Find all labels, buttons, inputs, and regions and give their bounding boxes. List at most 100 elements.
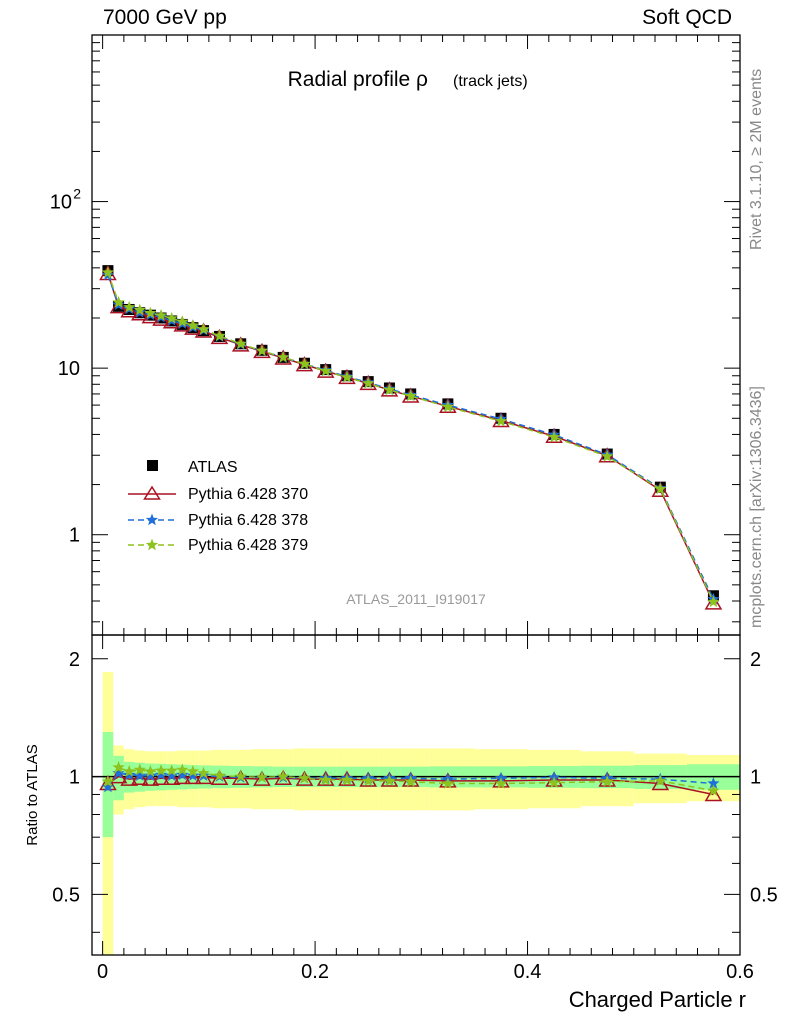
ratio-point-1-1 <box>112 766 125 779</box>
main-point-3-19 <box>404 389 417 402</box>
ratio-point-2-7 <box>176 763 189 776</box>
ratio-point-0-23 <box>598 771 617 787</box>
legend-label-atlas: ATLAS <box>188 459 238 476</box>
watermark: ATLAS_2011_I919017 <box>346 591 486 607</box>
ratio-point-2-22 <box>547 776 561 788</box>
main-point-1-24 <box>651 481 670 497</box>
ratio-point-2-13 <box>277 770 290 782</box>
ratio-point-2-19 <box>404 775 417 787</box>
main-point-3-10 <box>213 329 226 342</box>
main-point-1-13 <box>274 349 293 365</box>
ratio-point-2-2 <box>123 765 136 777</box>
y-tick-label-ratio-right: 0.5 <box>750 884 778 906</box>
ratio-point-2-25 <box>707 784 720 796</box>
main-point-3-12 <box>255 344 269 357</box>
ratio-point-2-23 <box>601 775 614 787</box>
main-point-3-17 <box>362 376 375 389</box>
ratio-point-2-0 <box>101 775 115 787</box>
ratio-point-1-25 <box>707 777 720 789</box>
ratio-point-2-12 <box>255 770 269 783</box>
x-tick-label: 0.4 <box>514 961 542 983</box>
ratio-point-2-1 <box>112 761 125 773</box>
ratio-point-0-10 <box>210 769 229 786</box>
legend-marker-379 <box>145 538 159 551</box>
main-point-3-8 <box>186 319 200 331</box>
y-tick-label-ratio: 0.5 <box>52 884 80 906</box>
ratio-point-1-3 <box>133 769 146 781</box>
ratio-point-0-1 <box>109 768 128 784</box>
legend-label-378: Pythia 6.428 378 <box>188 512 308 529</box>
legend-label-379: Pythia 6.428 379 <box>188 537 308 554</box>
main-title-suffix: (track jets) <box>453 73 528 90</box>
ratio-point-2-11 <box>234 770 247 782</box>
main-point-3-18 <box>383 383 396 396</box>
ratio-point-2-3 <box>133 763 146 776</box>
y-tick-label-ratio-right: 2 <box>750 649 761 671</box>
main-point-3-23 <box>601 450 614 462</box>
main-point-3-7 <box>176 315 189 327</box>
legend-star-379 <box>145 538 159 551</box>
ratio-point-0-12 <box>253 770 271 786</box>
main-series <box>99 264 723 610</box>
ratio-point-0-19 <box>401 771 420 787</box>
ratio-point-1-8 <box>186 769 200 781</box>
y-tick-label-main: 1 <box>69 525 80 547</box>
main-point-3-9 <box>197 322 210 335</box>
y-tick-label-ratio-right: 1 <box>750 767 761 789</box>
ratio-point-0-8 <box>184 768 202 785</box>
ratio-point-0-9 <box>194 768 213 785</box>
ratio-point-1-0 <box>101 780 115 793</box>
ratio-point-0-22 <box>545 771 563 787</box>
ratio-point-0-21 <box>492 772 510 788</box>
ratio-point-0-6 <box>162 769 181 786</box>
legend-marker-378 <box>145 513 159 526</box>
ratio-point-0-24 <box>651 775 670 791</box>
y-tick-label-ratio: 2 <box>69 649 80 671</box>
x-tick-label: 0.2 <box>301 961 329 983</box>
main-point-3-13 <box>277 350 290 363</box>
ratio-point-2-21 <box>494 777 508 789</box>
x-tick-label: 0.6 <box>726 961 754 983</box>
main-point-3-14 <box>298 357 311 370</box>
ratio-point-2-15 <box>319 773 332 786</box>
main-point-3-1 <box>112 295 125 308</box>
main-point-1-25 <box>704 594 723 610</box>
main-point-3-4 <box>144 306 157 319</box>
ratio-point-0-5 <box>152 769 170 786</box>
main-series-2 <box>101 268 720 605</box>
ratio-point-2-6 <box>165 764 178 776</box>
ratio-point-2-8 <box>186 765 200 777</box>
ratio-uncertainty-bands <box>102 672 740 955</box>
legend-marker-370 <box>143 485 161 500</box>
ratio-point-1-5 <box>154 768 168 781</box>
ratio-point-0-13 <box>274 769 293 786</box>
ratio-point-2-14 <box>298 771 311 784</box>
header-left: 7000 GeV pp <box>103 6 227 29</box>
ratio-point-2-17 <box>362 774 375 787</box>
main-point-3-5 <box>154 309 168 321</box>
ratio-point-0-20 <box>439 772 457 788</box>
ratio-frame <box>91 634 741 956</box>
main-point-1-5 <box>152 310 170 326</box>
main-point-1-3 <box>131 305 149 321</box>
main-point-3-21 <box>494 414 508 427</box>
main-point-1-14 <box>295 356 314 372</box>
ratio-point-0-3 <box>131 769 149 786</box>
legend-star-378 <box>145 513 159 526</box>
main-point-3-25 <box>707 595 720 608</box>
main-series-3 <box>101 266 720 608</box>
legend: ATLAS Pythia 6.428 370 Pythia 6.428 378 … <box>128 459 308 554</box>
ratio-ylabel: Ratio to ATLAS <box>24 744 41 845</box>
main-series-1 <box>99 264 723 610</box>
ratio-point-2-4 <box>144 765 157 777</box>
ratio-point-0-25 <box>704 785 723 802</box>
ratio-point-2-20 <box>441 777 455 789</box>
main-point-3-22 <box>547 430 561 443</box>
y-tick-label-ratio: 1 <box>69 767 80 789</box>
main-line-3 <box>107 272 715 603</box>
ratio-point-2-10 <box>213 769 226 781</box>
main-point-3-11 <box>234 337 247 350</box>
main-point-3-16 <box>340 370 354 383</box>
legend-label-370: Pythia 6.428 370 <box>188 486 308 503</box>
